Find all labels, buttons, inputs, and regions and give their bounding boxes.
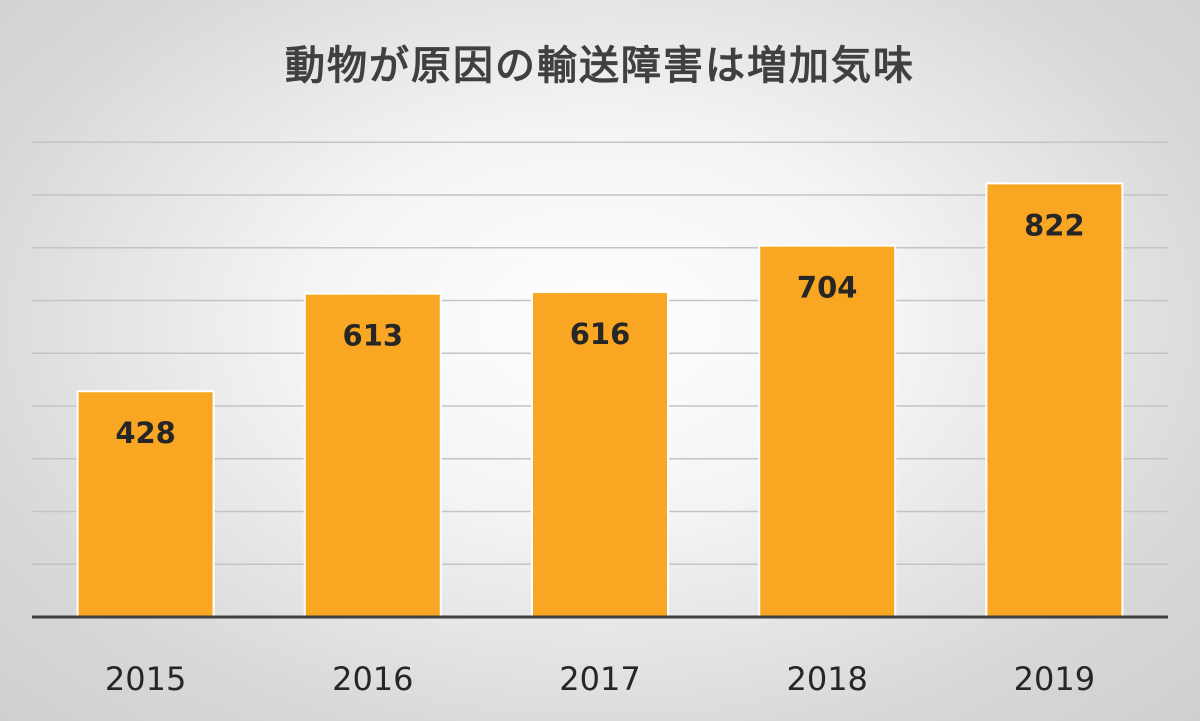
data-label-2019: 822 xyxy=(1024,208,1085,242)
bars xyxy=(76,182,1124,619)
data-label-2017: 616 xyxy=(570,317,631,351)
chart-title: 動物が原因の輸送障害は増加気味 xyxy=(285,43,915,89)
x-tick-2019: 2019 xyxy=(1014,660,1095,698)
x-tick-2017: 2017 xyxy=(559,660,640,698)
bar-2016 xyxy=(303,292,442,618)
x-tick-2016: 2016 xyxy=(332,660,413,698)
x-tick-labels: 2015 2016 2017 2018 2019 xyxy=(105,660,1095,698)
bar-2018 xyxy=(758,244,897,618)
x-tick-2018: 2018 xyxy=(786,660,867,698)
data-labels: 428 613 616 704 822 xyxy=(115,208,1084,450)
bar-2019 xyxy=(985,182,1124,619)
x-tick-2015: 2015 xyxy=(105,660,186,698)
bar-2017 xyxy=(531,291,669,618)
data-label-2016: 613 xyxy=(343,319,404,353)
bar-2015 xyxy=(76,390,215,619)
data-label-2018: 704 xyxy=(797,271,858,305)
data-label-2015: 428 xyxy=(115,416,176,450)
